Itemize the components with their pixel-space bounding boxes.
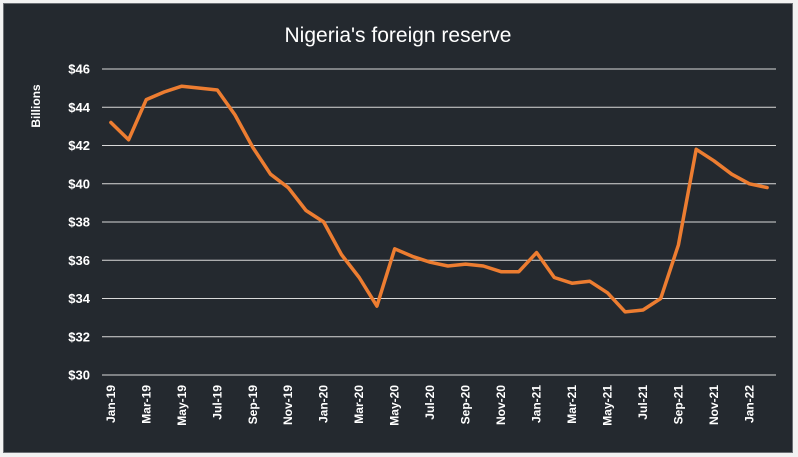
y-tick-label: $34 — [68, 291, 90, 306]
series-line-group — [109, 84, 769, 314]
x-tick-label: Jan-20 — [317, 385, 331, 423]
x-tick-label: May-19 — [175, 385, 189, 426]
y-axis-ticks: $30 $32 $34 $36 $38 $40 $42 $44 $46 — [68, 62, 90, 383]
y-tick-label: $36 — [68, 253, 90, 268]
x-tick-label: Jan-19 — [104, 385, 118, 423]
x-tick-label: Nov-19 — [281, 385, 295, 425]
x-tick-label: Jan-21 — [530, 385, 544, 423]
x-tick-label: Nov-20 — [494, 385, 508, 425]
x-tick-label: Jul-20 — [423, 385, 437, 420]
x-tick-label: Sep-19 — [246, 385, 260, 425]
x-tick-label: Mar-20 — [352, 385, 366, 424]
x-tick-label: Jul-21 — [636, 385, 650, 420]
x-tick-label: May-21 — [601, 385, 615, 426]
x-tick-label: Mar-21 — [565, 385, 579, 424]
chart-title: Nigeria's foreign reserve — [285, 24, 512, 47]
x-tick-label: Nov-21 — [707, 385, 721, 425]
y-tick-label: $44 — [68, 100, 90, 115]
line-chart: Nigeria's foreign reserve Billions $30$3… — [29, 24, 776, 426]
x-tick-label: Mar-19 — [139, 385, 153, 424]
series-line — [109, 84, 769, 314]
y-tick-label: $30 — [68, 368, 90, 383]
x-axis-ticks: Jan-19 Mar-19 May-19 Jul-19 Sep-19 Nov-19 Jan-… — [104, 385, 757, 426]
x-tick-label: May-20 — [388, 385, 402, 426]
gridlines — [102, 68, 776, 376]
x-tick-label: Jul-19 — [210, 385, 224, 420]
y-axis-label: Billions — [29, 84, 43, 128]
y-tick-label: $46 — [68, 62, 90, 77]
x-tick-label: Sep-20 — [459, 385, 473, 425]
y-tick-label: $32 — [68, 329, 90, 344]
x-tick-label: Sep-21 — [671, 385, 685, 425]
x-tick-label: Jan-22 — [742, 385, 756, 423]
y-tick-label: $42 — [68, 138, 90, 153]
chart-frame: Nigeria's foreign reserve Billions $30 $3… — [3, 3, 793, 453]
y-tick-label: $40 — [68, 176, 90, 191]
y-tick-label: $38 — [68, 215, 90, 230]
